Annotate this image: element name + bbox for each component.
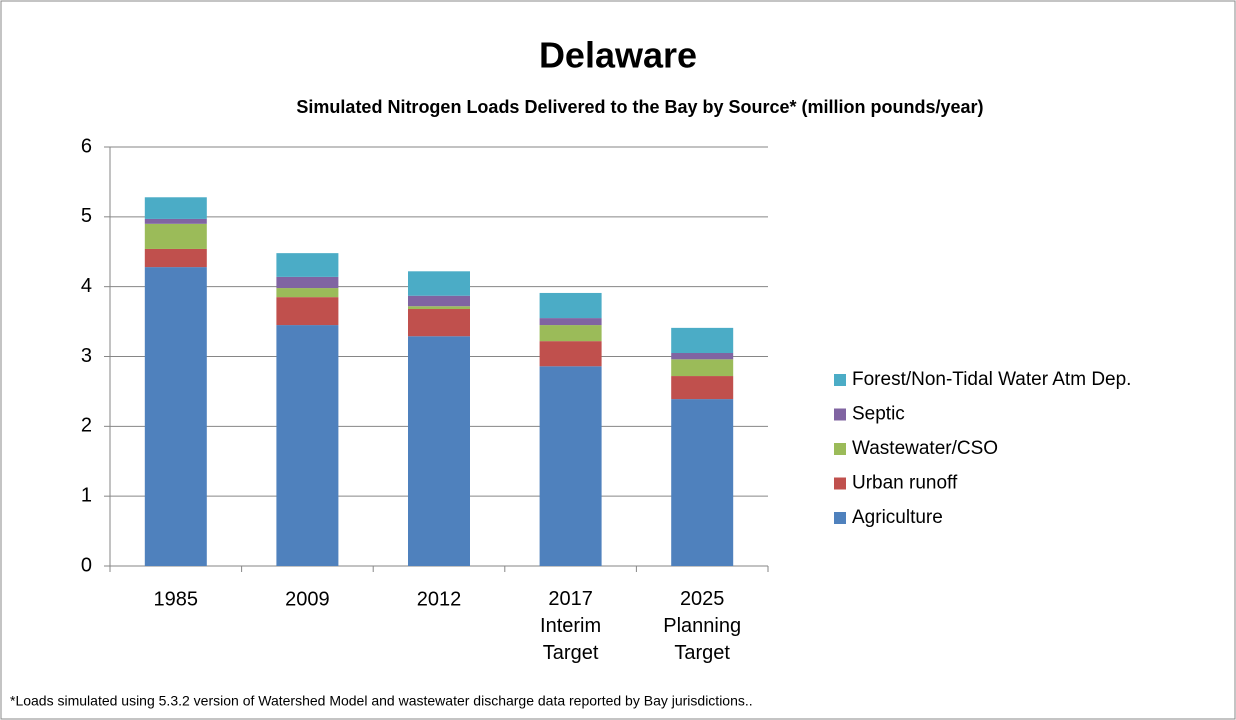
legend-swatch bbox=[834, 443, 846, 455]
bar-segment bbox=[408, 295, 470, 307]
x-tick-label: 1985 bbox=[154, 588, 199, 610]
y-tick-label: 2 bbox=[81, 415, 92, 437]
x-tick-label: 2017 Interim Target bbox=[540, 588, 601, 664]
legend-label: Agriculture bbox=[852, 507, 943, 528]
bar-segment bbox=[144, 248, 207, 268]
bar-segment bbox=[671, 399, 734, 566]
y-tick-label: 6 bbox=[81, 135, 92, 157]
bar-segment bbox=[276, 288, 339, 298]
bar-segment bbox=[408, 336, 470, 566]
chart-subtitle: Simulated Nitrogen Loads Delivered to th… bbox=[296, 97, 983, 117]
bar-segment bbox=[539, 325, 602, 342]
bar-segment bbox=[144, 267, 207, 566]
legend-label: Wastewater/CSO bbox=[852, 438, 998, 459]
y-tick-label: 5 bbox=[81, 205, 92, 227]
legend-label: Septic bbox=[852, 404, 905, 425]
y-tick-label: 1 bbox=[81, 484, 92, 506]
y-tick-label: 4 bbox=[81, 275, 92, 297]
legend-swatch bbox=[834, 477, 846, 490]
bar-segment bbox=[276, 276, 339, 289]
bar-segment bbox=[408, 309, 470, 337]
bar-segment bbox=[276, 253, 339, 277]
bar-segment bbox=[539, 318, 602, 326]
legend-label: Forest/Non-Tidal Water Atm Dep. bbox=[852, 369, 1131, 390]
bar-segment bbox=[671, 359, 734, 377]
bar-segment bbox=[276, 297, 339, 326]
x-tick-label: 2012 bbox=[417, 588, 462, 610]
bar-segment bbox=[671, 376, 734, 400]
legend-swatch bbox=[834, 512, 846, 524]
bar-segment bbox=[671, 353, 734, 360]
bar-segment bbox=[408, 271, 470, 296]
bar-segment bbox=[408, 306, 470, 310]
x-tick-label: 2009 bbox=[285, 588, 330, 610]
bar-segment bbox=[671, 327, 734, 354]
legend-label: Urban runoff bbox=[852, 473, 958, 494]
y-tick-label: 3 bbox=[81, 345, 92, 367]
legend-swatch bbox=[834, 374, 846, 386]
bar-segment bbox=[144, 218, 207, 224]
bar-segment bbox=[144, 197, 207, 219]
bar-segment bbox=[276, 325, 339, 566]
chart-title: Delaware bbox=[539, 35, 697, 76]
legend-swatch bbox=[834, 408, 846, 421]
bar-segment bbox=[144, 223, 207, 249]
bar-segment bbox=[539, 292, 602, 319]
bar-segment bbox=[539, 341, 602, 367]
x-tick-label: 2025 Planning Target bbox=[663, 588, 741, 664]
footnote: *Loads simulated using 5.3.2 version of … bbox=[10, 693, 753, 709]
y-tick-label: 0 bbox=[81, 554, 92, 576]
bar-segment bbox=[539, 366, 602, 566]
